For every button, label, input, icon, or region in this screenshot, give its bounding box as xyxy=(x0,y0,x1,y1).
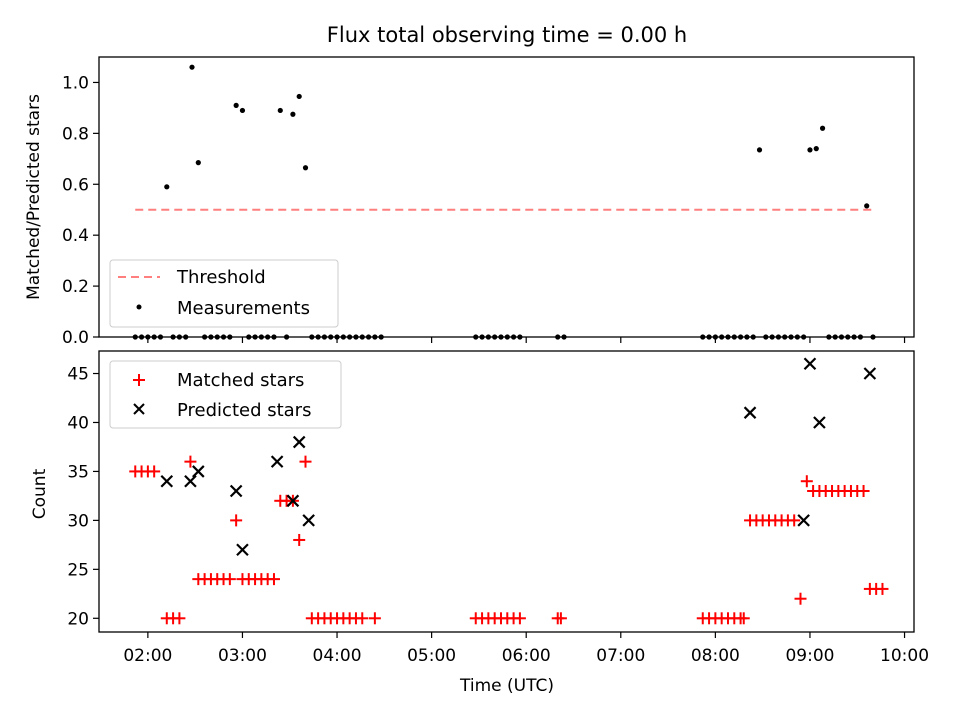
legend-predicted-swatch xyxy=(133,403,145,415)
top-axes-frame xyxy=(98,56,915,338)
matched-star-point xyxy=(794,592,807,605)
measurement-point xyxy=(302,165,309,171)
measurement-point xyxy=(864,203,870,209)
legend-matched-label: Matched stars xyxy=(177,370,304,391)
measurement-point xyxy=(277,107,283,114)
measurement-point xyxy=(756,147,763,153)
matched-star-point xyxy=(356,612,369,625)
x-tick-label: 08:00 xyxy=(691,646,740,666)
matched-star-point xyxy=(513,612,526,625)
legend-predicted-label: Predicted stars xyxy=(177,400,311,421)
matched-star-point xyxy=(737,612,750,625)
x-tick-label: 04:00 xyxy=(313,646,362,666)
matched-star-point xyxy=(788,514,801,527)
x-tick-label: 02:00 xyxy=(123,646,172,666)
measurement-point xyxy=(189,64,195,70)
bottom-y-tick-label: 40 xyxy=(67,413,89,433)
measurement-point xyxy=(233,102,239,108)
x-tick-label: 03:00 xyxy=(218,646,267,666)
predicted-star-point xyxy=(192,465,205,478)
measurement-point xyxy=(290,111,296,117)
top-legend-box xyxy=(109,259,339,328)
x-tick-label: 06:00 xyxy=(502,646,551,666)
predicted-star-point xyxy=(743,406,757,419)
bottom-y-tick-label: 35 xyxy=(67,462,89,482)
legend-threshold-label: Threshold xyxy=(176,267,266,288)
matched-star-point xyxy=(184,455,197,468)
top-y-ticks: 0.0 0.2 0.4 0.6 0.8 1.0 xyxy=(62,73,99,348)
matched-star-point xyxy=(230,514,243,527)
measurement-point xyxy=(813,146,819,152)
matched-star-point xyxy=(267,573,280,586)
matched-star-point xyxy=(299,455,312,468)
predicted-star-point xyxy=(302,514,315,527)
measurement-point xyxy=(807,147,813,153)
predicted-star-point xyxy=(863,367,877,380)
top-panel: 0.0 0.2 0.4 0.6 0.8 1.0 Matched/Predicted sta… xyxy=(24,56,915,348)
bottom-y-ticks: 20 25 30 35 40 45 xyxy=(67,365,99,629)
legend-measurements-swatch xyxy=(136,304,142,310)
bottom-y-tick-label: 20 xyxy=(67,609,89,629)
top-x-ticks xyxy=(147,337,906,343)
measurement-point xyxy=(239,107,246,114)
bottom-y-axis-label: Count xyxy=(30,468,50,519)
predicted-star-point xyxy=(184,474,197,488)
bottom-legend: Matched stars Predicted stars xyxy=(109,360,342,429)
predicted-star-point xyxy=(803,357,817,371)
matched-star-point xyxy=(148,465,161,478)
top-y-tick-label: 1.0 xyxy=(62,73,89,93)
bottom-y-tick-label: 30 xyxy=(67,511,89,531)
top-y-tick-label: 0.0 xyxy=(62,328,89,348)
bottom-legend-box xyxy=(109,360,342,429)
predicted-star-point xyxy=(160,474,174,488)
bottom-x-ticks: 02:00 03:00 04:00 05:00 06:00 07:00 08:00 09:00… xyxy=(123,632,929,666)
bottom-panel: 20 25 30 35 40 45 02:00 03:00 04:00 05:00 06:00 07… xyxy=(30,350,929,696)
top-y-tick-label: 0.2 xyxy=(62,277,89,297)
predicted-star-point xyxy=(292,435,306,449)
matched-star-point xyxy=(800,475,813,488)
x-tick-label: 09:00 xyxy=(785,646,834,666)
measurement-point xyxy=(195,160,201,166)
top-y-tick-label: 0.4 xyxy=(62,226,89,246)
legend-measurements-label: Measurements xyxy=(177,298,310,319)
top-legend: Threshold Measurements xyxy=(109,259,339,328)
matched-star-point xyxy=(857,485,870,498)
bottom-plot-marks xyxy=(129,357,889,625)
matched-star-point xyxy=(554,612,567,625)
legend-matched-swatch xyxy=(133,374,145,386)
x-tick-label: 07:00 xyxy=(596,646,645,666)
measurement-point xyxy=(296,93,302,100)
matched-star-point xyxy=(876,582,889,595)
top-y-axis-label: Matched/Predicted stars xyxy=(24,94,44,300)
matched-star-point xyxy=(223,573,236,586)
x-axis-label: Time (UTC) xyxy=(459,676,554,696)
measurement-point xyxy=(819,125,826,131)
x-tick-label: 05:00 xyxy=(407,646,456,666)
predicted-star-point xyxy=(236,543,249,557)
measurement-point xyxy=(164,184,170,190)
top-y-tick-label: 0.8 xyxy=(62,124,89,144)
matched-star-point xyxy=(368,612,381,625)
matched-star-point xyxy=(293,533,306,546)
bottom-y-tick-label: 25 xyxy=(67,560,89,580)
top-y-tick-label: 0.6 xyxy=(62,175,89,195)
matched-star-point xyxy=(173,612,186,625)
predicted-star-point xyxy=(229,484,243,498)
x-tick-label: 10:00 xyxy=(880,646,929,666)
bottom-y-tick-label: 45 xyxy=(67,365,89,385)
predicted-star-point xyxy=(797,514,810,527)
bottom-axes-frame xyxy=(98,350,915,633)
predicted-star-point xyxy=(813,416,826,429)
chart-title: Flux total observing time = 0.00 h xyxy=(327,23,687,47)
predicted-star-point xyxy=(270,455,284,468)
predicted-star-point xyxy=(286,494,300,508)
